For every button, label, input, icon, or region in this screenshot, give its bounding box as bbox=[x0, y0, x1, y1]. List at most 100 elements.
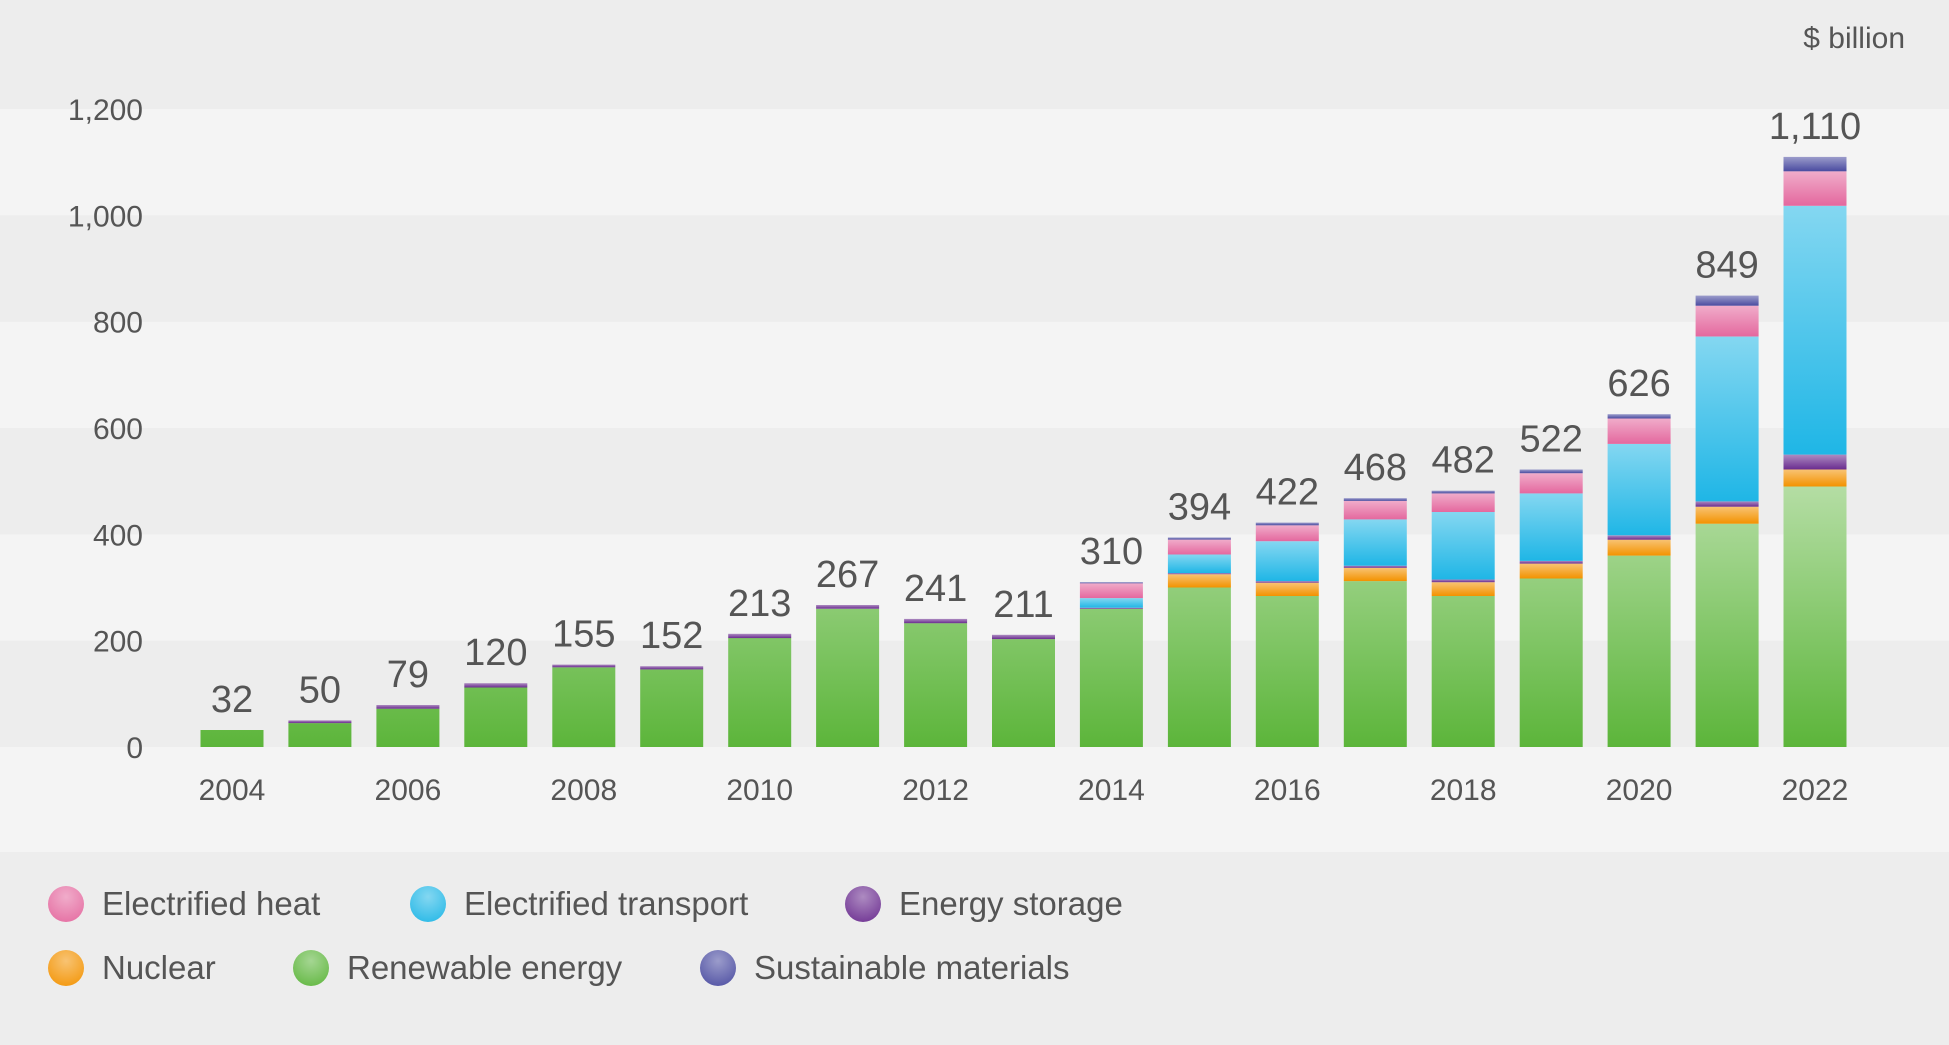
unit-label: $ billion bbox=[1803, 22, 1905, 55]
y-tick-label: 800 bbox=[93, 307, 143, 340]
band-top bbox=[0, 0, 1949, 109]
y-tick-label: 0 bbox=[126, 732, 143, 765]
bar-segment-energy-storage bbox=[376, 705, 440, 709]
bar-segment-nuclear bbox=[1695, 506, 1759, 524]
grid-band bbox=[0, 321, 1949, 428]
bar-segment-renewable-energy bbox=[552, 667, 616, 748]
bar-segment-renewable-energy bbox=[1695, 523, 1759, 747]
bar-segment-nuclear bbox=[1783, 469, 1847, 487]
x-tick-label: 2018 bbox=[1430, 774, 1497, 807]
bar-segment-energy-storage bbox=[1343, 565, 1407, 568]
bar-total-label: 211 bbox=[993, 584, 1054, 626]
bar-segment-electrified-heat bbox=[1079, 583, 1143, 599]
bar-segment-sustainable-materials bbox=[1519, 469, 1583, 474]
y-tick-label: 600 bbox=[93, 413, 143, 446]
bar-segment-renewable-energy bbox=[200, 730, 264, 747]
legend-item-renewable-energy: Renewable energy bbox=[293, 949, 622, 987]
bar-segment-electrified-transport bbox=[1343, 519, 1407, 566]
bar-segment-energy-storage bbox=[728, 633, 792, 639]
bar-segment-energy-storage bbox=[552, 664, 616, 668]
bar-segment-sustainable-materials bbox=[1607, 414, 1671, 419]
bar-segment-electrified-heat bbox=[1519, 473, 1583, 494]
bar-total-label: 267 bbox=[816, 554, 879, 596]
bar-segment-electrified-transport bbox=[1519, 493, 1583, 561]
bar-total-label: 155 bbox=[552, 614, 615, 656]
bar-segment-sustainable-materials bbox=[1167, 537, 1231, 540]
bar-total-label: 522 bbox=[1519, 419, 1582, 461]
bar-segment-electrified-heat bbox=[1783, 171, 1847, 206]
bar-segment-energy-storage bbox=[1167, 573, 1231, 575]
bar-segment-energy-storage bbox=[640, 666, 704, 670]
bar-segment-renewable-energy bbox=[1431, 596, 1495, 747]
bar-segment-renewable-energy bbox=[1783, 486, 1847, 747]
bar-segment-energy-storage bbox=[1519, 560, 1583, 564]
bar-segment-renewable-energy bbox=[816, 608, 880, 747]
bar-total-label: 310 bbox=[1080, 531, 1143, 573]
bar-segment-energy-storage bbox=[288, 720, 352, 724]
legend-item-electrified-heat: Electrified heat bbox=[48, 885, 320, 923]
bar-segment-electrified-transport bbox=[1167, 554, 1231, 574]
bar-segment-nuclear bbox=[1431, 582, 1495, 596]
legend-item-nuclear: Nuclear bbox=[48, 949, 216, 987]
bar-segment-nuclear bbox=[1343, 567, 1407, 582]
bar-segment-sustainable-materials bbox=[1079, 582, 1143, 584]
legend-label: Electrified transport bbox=[464, 885, 749, 922]
bar-total-label: 1,110 bbox=[1769, 106, 1861, 148]
x-tick-label: 2008 bbox=[550, 774, 617, 807]
legend-item-electrified-transport: Electrified transport bbox=[410, 885, 748, 923]
bar-total-label: 241 bbox=[904, 568, 967, 610]
bar-segment-sustainable-materials bbox=[1783, 156, 1847, 172]
bar-segment-electrified-heat bbox=[1695, 305, 1759, 337]
bar-segment-renewable-energy bbox=[288, 723, 352, 747]
bar-segment-renewable-energy bbox=[1343, 581, 1407, 747]
legend-item-sustainable-materials: Sustainable materials bbox=[700, 949, 1070, 987]
bar-segment-electrified-transport bbox=[1695, 336, 1759, 502]
bar-segment-energy-storage bbox=[1431, 579, 1495, 583]
bar-segment-energy-storage bbox=[1695, 501, 1759, 507]
x-tick-label: 2022 bbox=[1782, 774, 1849, 807]
bar-segment-electrified-heat bbox=[1607, 418, 1671, 444]
bar-total-label: 50 bbox=[299, 669, 341, 711]
bar-segment-renewable-energy bbox=[1167, 587, 1231, 747]
legend-swatch bbox=[293, 950, 329, 986]
legend-label: Nuclear bbox=[102, 949, 216, 986]
bar-total-label: 32 bbox=[211, 679, 253, 721]
bar-segment-energy-storage bbox=[1255, 581, 1319, 583]
grid-band bbox=[0, 215, 1949, 322]
bar-total-label: 213 bbox=[728, 583, 791, 625]
bar-total-label: 422 bbox=[1256, 472, 1319, 514]
bar-segment-electrified-transport bbox=[1783, 205, 1847, 455]
bar-segment-electrified-heat bbox=[1167, 539, 1231, 555]
bar-segment-renewable-energy bbox=[640, 669, 704, 747]
bar-total-label: 152 bbox=[640, 615, 703, 657]
bar-segment-renewable-energy bbox=[904, 623, 968, 747]
bar-segment-energy-storage bbox=[992, 634, 1055, 640]
legend-swatch bbox=[700, 950, 736, 986]
bar-segment-renewable-energy bbox=[992, 639, 1055, 747]
legend-swatch bbox=[410, 886, 446, 922]
legend-label: Energy storage bbox=[899, 885, 1123, 922]
bar-segment-energy-storage bbox=[816, 605, 880, 609]
legend-label: Renewable energy bbox=[347, 949, 623, 986]
bar-segment-electrified-transport bbox=[1431, 512, 1495, 580]
legend-swatch bbox=[48, 886, 84, 922]
bar-segment-energy-storage bbox=[1783, 454, 1847, 470]
bar-segment-renewable-energy bbox=[1519, 578, 1583, 747]
bar-segment-electrified-heat bbox=[1343, 500, 1407, 520]
bar-total-label: 120 bbox=[464, 632, 527, 674]
bar-segment-renewable-energy bbox=[376, 708, 440, 747]
x-tick-label: 2006 bbox=[375, 774, 442, 807]
bar-segment-electrified-transport bbox=[1607, 443, 1671, 536]
x-tick-label: 2014 bbox=[1078, 774, 1145, 807]
bar-segment-nuclear bbox=[1167, 574, 1231, 588]
bar-segment-nuclear bbox=[1255, 582, 1319, 596]
bar-total-label: 468 bbox=[1344, 447, 1407, 489]
x-tick-label: 2010 bbox=[726, 774, 793, 807]
y-tick-label: 1,000 bbox=[68, 200, 143, 233]
bar-segment-energy-storage bbox=[1607, 535, 1671, 540]
bar-segment-nuclear bbox=[1607, 539, 1671, 556]
bar-segment-sustainable-materials bbox=[1255, 522, 1319, 526]
bar-segment-energy-storage bbox=[904, 618, 968, 624]
bar-segment-renewable-energy bbox=[1079, 608, 1143, 747]
